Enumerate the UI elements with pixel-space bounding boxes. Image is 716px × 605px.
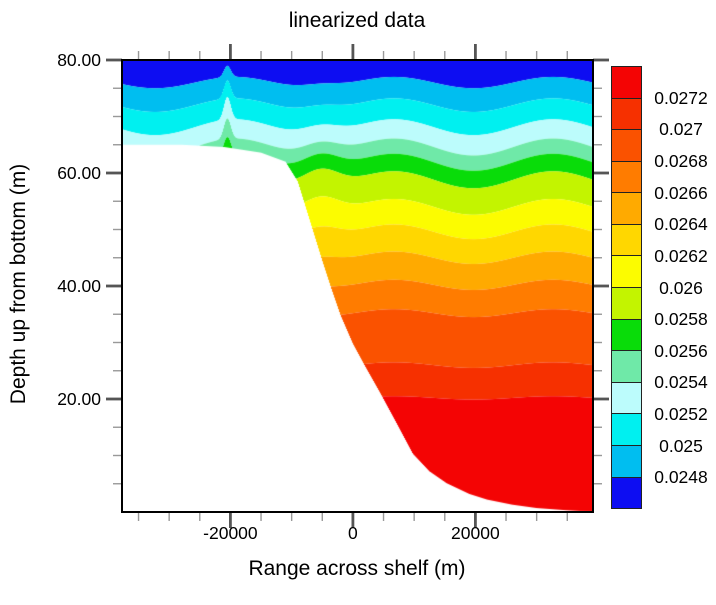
colorbar-band [612,129,641,161]
colorbar-band [612,223,641,256]
colorbar-band [612,318,641,351]
colorbar-tick-label: 0.0256 [654,340,708,361]
colorbar-tick-label: 0.0268 [654,150,708,171]
colorbar-band [612,67,641,98]
colorbar-band [612,413,641,445]
colorbar-band [612,350,641,382]
colorbar-tick-label: 0.0262 [654,245,708,266]
x-tick-label: 0 [348,523,358,543]
colorbar-tick-label: 0.026 [659,277,703,298]
y-tick-label: 60.00 [57,163,101,183]
colorbar-tick-label: 0.0254 [654,372,708,393]
colorbar-tick-label: 0.0258 [654,309,708,330]
colorbar-tick-label: 0.0248 [654,467,708,488]
y-tick-label: 20.00 [57,389,101,409]
y-axis-title: Depth up from bottom (m) [7,163,30,405]
colorbar-band [612,476,641,509]
colorbar-band [612,160,641,193]
colorbar-tick-label: 0.0264 [654,214,708,235]
colorbar [611,66,642,509]
x-tick-label: 20000 [451,523,500,543]
colorbar-band [612,287,641,319]
x-tick-label: -20000 [203,523,258,543]
contour-field-canvas [122,60,593,512]
y-tick-label: 80.00 [57,50,101,70]
colorbar-band [612,381,641,414]
colorbar-tick-label: 0.025 [659,435,703,456]
colorbar-band [612,192,641,224]
colorbar-band [612,97,641,130]
colorbar-tick-label: 0.0252 [654,404,708,425]
colorbar-tick-label: 0.0272 [654,87,708,108]
y-tick-label: 40.00 [57,276,101,296]
colorbar-tick-label: 0.0266 [654,182,708,203]
colorbar-band [612,255,641,288]
colorbar-tick-label: 0.027 [659,119,703,140]
colorbar-band [612,444,641,477]
plot-title: linearized data [288,9,426,32]
x-axis-title: Range across shelf (m) [248,557,466,580]
